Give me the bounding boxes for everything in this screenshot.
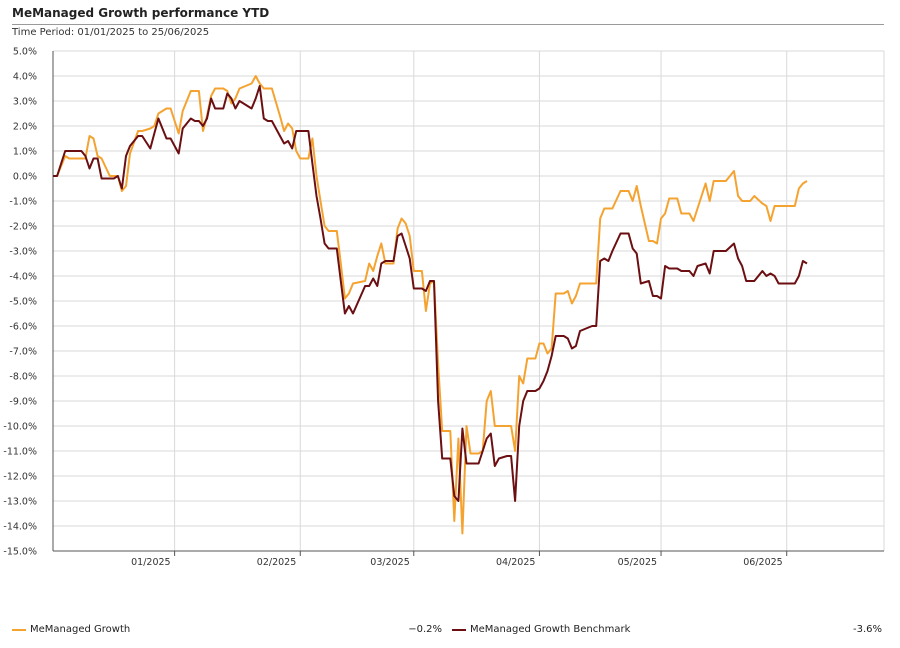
y-tick-label: -15.0%: [3, 547, 37, 558]
axis-layer: 5.0% 4.0% 3.0% 2.0% 1.0% 0.0% -1.0% -2.0% -3.0% -…: [3, 47, 884, 568]
y-tick-label: 5.0%: [13, 47, 37, 58]
y-tick-label: 2.0%: [13, 122, 37, 133]
legend-item-benchmark: MeManaged Growth Benchmark: [452, 624, 630, 635]
y-tick-label: 0.0%: [13, 172, 37, 183]
y-tick-label: 3.0%: [13, 97, 37, 108]
grid-layer: [53, 50, 885, 552]
x-tick-label: 02/2025: [257, 557, 296, 568]
legend-label-benchmark: MeManaged Growth Benchmark: [470, 624, 631, 635]
x-tick-label: 06/2025: [743, 557, 782, 568]
y-tick-label: -6.0%: [9, 322, 37, 333]
legend-swatch-growth: [12, 628, 26, 631]
x-tick-label: 01/2025: [131, 557, 170, 568]
y-tick-label: -11.0%: [3, 447, 37, 458]
series-line-growth: [53, 75, 808, 535]
y-tick-label: -9.0%: [9, 397, 37, 408]
x-tick-label: 03/2025: [370, 557, 409, 568]
chart-title: MeManaged Growth performance YTD: [12, 6, 270, 20]
y-tick-label: -13.0%: [3, 497, 37, 508]
x-tick-label: 04/2025: [496, 557, 535, 568]
y-tick-label: -4.0%: [9, 272, 37, 283]
time-period-label: Time Period: 01/01/2025 to 25/06/2025: [12, 27, 210, 38]
y-tick-label: -3.0%: [9, 247, 37, 258]
y-tick-label: -2.0%: [9, 222, 37, 233]
series-layer: [53, 75, 808, 535]
series-line-benchmark: [53, 85, 808, 502]
legend-label-growth: MeManaged Growth: [30, 624, 131, 635]
y-tick-label: -1.0%: [9, 197, 37, 208]
y-tick-label: -12.0%: [3, 472, 37, 483]
legend-item-growth: MeManaged Growth: [12, 624, 130, 635]
x-tick-label: 05/2025: [618, 557, 657, 568]
title-divider: [12, 24, 884, 25]
legend-swatch-benchmark: [452, 628, 466, 631]
y-tick-label: -14.0%: [3, 522, 37, 533]
y-tick-label: -7.0%: [9, 347, 37, 358]
y-tick-label: 4.0%: [13, 72, 37, 83]
y-tick-label: -10.0%: [3, 422, 37, 433]
legend-value-benchmark: -3.6%: [852, 624, 882, 635]
y-tick-label: -8.0%: [9, 372, 37, 383]
y-tick-label: 1.0%: [13, 147, 37, 158]
legend-value-growth: −0.2%: [408, 624, 442, 635]
y-tick-label: -5.0%: [9, 297, 37, 308]
